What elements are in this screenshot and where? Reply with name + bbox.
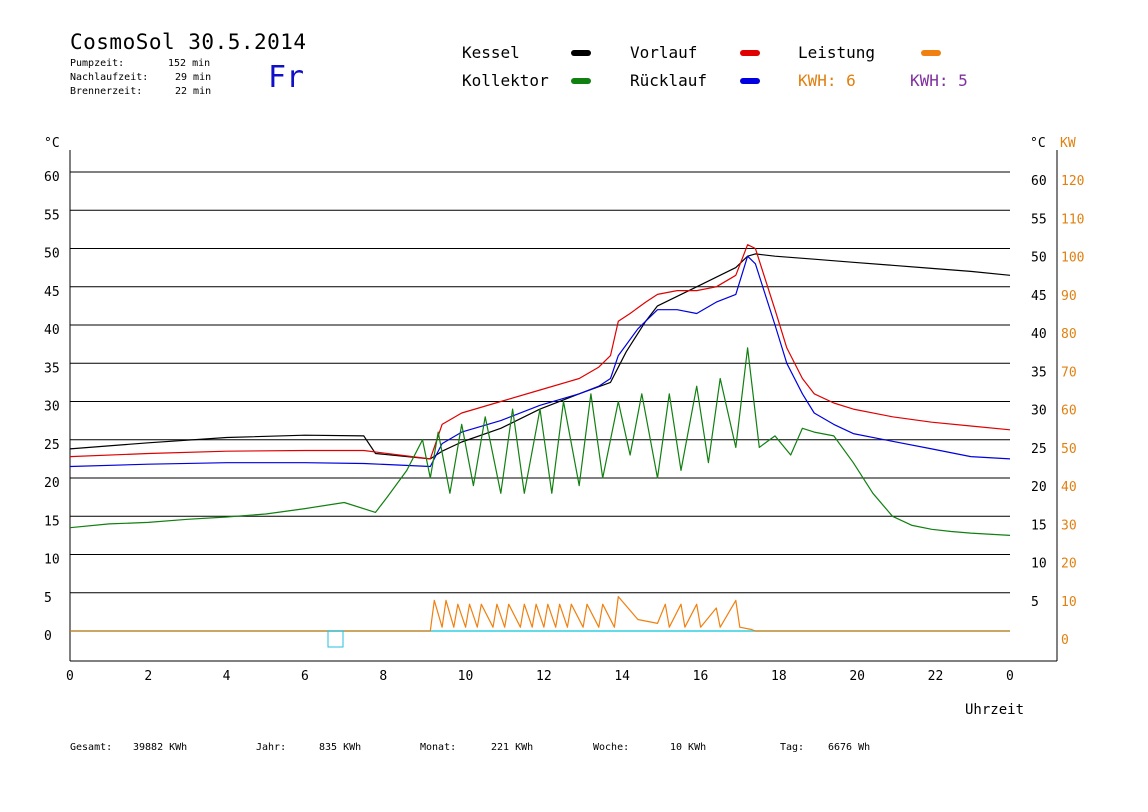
legend-kessel-label: Kessel bbox=[462, 43, 520, 62]
x-tick-6: 12 bbox=[536, 669, 552, 684]
series-line-kessel bbox=[69, 253, 1011, 460]
series-line-leistung bbox=[70, 595, 1010, 632]
legend-kessel-swatch bbox=[571, 50, 591, 56]
pumpzeit-label: Pumpzeit: bbox=[70, 58, 125, 69]
footer-gesamt-label: Gesamt: bbox=[70, 742, 113, 753]
y2-tick-30: 30 bbox=[1061, 518, 1077, 533]
cursor-marker[interactable] bbox=[327, 630, 344, 648]
y-tick-left-20: 20 bbox=[44, 476, 60, 491]
x-tick-4: 8 bbox=[379, 669, 387, 684]
y2-tick-80: 80 bbox=[1061, 327, 1077, 342]
y2-tick-120: 120 bbox=[1061, 174, 1084, 189]
x-axis-label: Uhrzeit bbox=[965, 702, 1024, 718]
y2-tick-50: 50 bbox=[1061, 442, 1077, 457]
legend-leistung-label: Leistung bbox=[798, 43, 876, 62]
y2-tick-100: 100 bbox=[1061, 251, 1084, 266]
y-tick-left-60: 60 bbox=[44, 170, 60, 185]
y2-tick-70: 70 bbox=[1061, 365, 1077, 380]
y2-tick-0: 0 bbox=[1061, 633, 1069, 648]
y-axis-unit-left: °C bbox=[44, 136, 60, 151]
y2-tick-110: 110 bbox=[1061, 212, 1084, 227]
x-tick-3: 6 bbox=[301, 669, 309, 684]
legend-leistung-swatch bbox=[921, 50, 941, 56]
series-line-kollektor bbox=[69, 347, 1011, 536]
legend-vorlauf-label: Vorlauf bbox=[630, 43, 698, 62]
footer-jahr-label: Jahr: bbox=[256, 742, 287, 753]
chart-axes bbox=[69, 150, 1058, 662]
footer-jahr-value: 835 KWh bbox=[319, 742, 362, 753]
nachlaufzeit-row: Nachlaufzeit: 29 min bbox=[70, 72, 211, 83]
y2-axis-unit: KW bbox=[1060, 136, 1076, 151]
chart-grid bbox=[70, 171, 1010, 632]
x-tick-0: 0 bbox=[66, 669, 74, 684]
legend-kwh1-label: KWH: 6 bbox=[798, 71, 856, 90]
footer-tag-label: Tag: bbox=[780, 742, 805, 753]
y-tick-left-45: 45 bbox=[44, 285, 60, 300]
x-tick-11: 22 bbox=[928, 669, 944, 684]
brennerzeit-row: Brennerzeit: 22 min bbox=[70, 86, 211, 97]
chart-title: CosmoSol 30.5.2014 bbox=[70, 30, 307, 54]
nachlaufzeit-value: 29 min bbox=[175, 72, 212, 83]
y-tick-left-10: 10 bbox=[44, 553, 60, 568]
pumpzeit-row: Pumpzeit: 152 min bbox=[70, 58, 210, 69]
x-tick-2: 4 bbox=[223, 669, 231, 684]
chart-series bbox=[69, 244, 1011, 632]
y-tick-right-20: 20 bbox=[1031, 480, 1047, 495]
y-tick-right-45: 45 bbox=[1031, 289, 1047, 304]
footer-woche-label: Woche: bbox=[593, 742, 630, 753]
y-tick-right-40: 40 bbox=[1031, 327, 1047, 342]
x-tick-5: 10 bbox=[458, 669, 474, 684]
y2-tick-90: 90 bbox=[1061, 289, 1077, 304]
y-tick-left-40: 40 bbox=[44, 323, 60, 338]
footer-monat-value: 221 KWh bbox=[491, 742, 534, 753]
footer-tag-value: 6676 Wh bbox=[828, 742, 871, 753]
y2-tick-60: 60 bbox=[1061, 404, 1077, 419]
y-tick-left-0: 0 bbox=[44, 629, 52, 644]
y-tick-left-55: 55 bbox=[44, 208, 60, 223]
y2-tick-40: 40 bbox=[1061, 480, 1077, 495]
y-axis-unit-right: °C bbox=[1030, 136, 1046, 151]
footer-gesamt-value: 39882 KWh bbox=[133, 742, 188, 753]
nachlaufzeit-label: Nachlaufzeit: bbox=[70, 72, 149, 83]
y2-tick-20: 20 bbox=[1061, 557, 1077, 572]
brennerzeit-label: Brennerzeit: bbox=[70, 86, 143, 97]
y-tick-left-5: 5 bbox=[44, 591, 52, 606]
legend-ruecklauf-swatch bbox=[740, 78, 760, 84]
x-tick-10: 20 bbox=[849, 669, 865, 684]
x-tick-8: 16 bbox=[693, 669, 709, 684]
y-tick-left-25: 25 bbox=[44, 438, 60, 453]
footer-monat-label: Monat: bbox=[420, 742, 457, 753]
y-tick-left-35: 35 bbox=[44, 361, 60, 376]
y-tick-right-50: 50 bbox=[1031, 251, 1047, 266]
y-tick-right-5: 5 bbox=[1031, 595, 1039, 610]
x-tick-9: 18 bbox=[771, 669, 787, 684]
legend-kwh2-label: KWH: 5 bbox=[910, 71, 968, 90]
series-line-vorlauf bbox=[69, 244, 1011, 460]
y-tick-right-60: 60 bbox=[1031, 174, 1047, 189]
footer-woche-value: 10 KWh bbox=[670, 742, 707, 753]
y2-tick-10: 10 bbox=[1061, 595, 1077, 610]
chart-ticks: 0510152025303540455055605101520253035404… bbox=[44, 170, 1084, 684]
y-tick-right-30: 30 bbox=[1031, 404, 1047, 419]
x-tick-7: 14 bbox=[614, 669, 630, 684]
legend-kollektor-swatch bbox=[571, 78, 591, 84]
y-tick-left-50: 50 bbox=[44, 247, 60, 262]
series-line-rcklauf bbox=[69, 255, 1011, 468]
weekday-label: Fr bbox=[268, 60, 305, 95]
pumpzeit-value: 152 min bbox=[168, 58, 211, 69]
legend-kollektor-label: Kollektor bbox=[462, 71, 549, 90]
y-tick-right-35: 35 bbox=[1031, 365, 1047, 380]
y-tick-right-55: 55 bbox=[1031, 212, 1047, 227]
y-tick-right-10: 10 bbox=[1031, 557, 1047, 572]
brennerzeit-value: 22 min bbox=[175, 86, 212, 97]
legend-ruecklauf-label: Rücklauf bbox=[630, 71, 708, 90]
x-tick-12: 0 bbox=[1006, 669, 1014, 684]
y-tick-right-15: 15 bbox=[1031, 518, 1047, 533]
y-tick-right-25: 25 bbox=[1031, 442, 1047, 457]
y-tick-left-15: 15 bbox=[44, 514, 60, 529]
legend-vorlauf-swatch bbox=[740, 50, 760, 56]
y-tick-left-30: 30 bbox=[44, 400, 60, 415]
x-tick-1: 2 bbox=[144, 669, 152, 684]
